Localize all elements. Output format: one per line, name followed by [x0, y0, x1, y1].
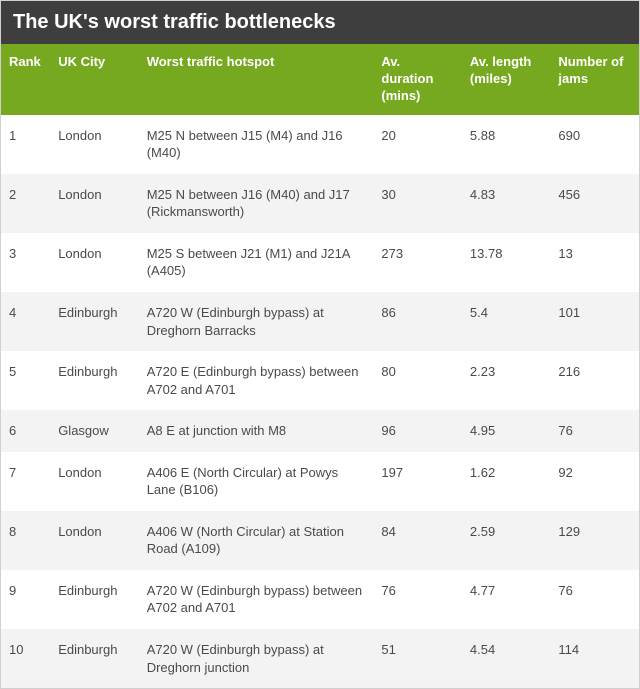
- cell-hotspot: A406 W (North Circular) at Station Road …: [139, 511, 374, 570]
- cell-rank: 10: [1, 629, 50, 688]
- cell-hotspot: M25 S between J21 (M1) and J21A (A405): [139, 233, 374, 292]
- cell-city: Edinburgh: [50, 629, 139, 688]
- cell-len: 5.88: [462, 115, 551, 174]
- cell-len: 13.78: [462, 233, 551, 292]
- cell-rank: 2: [1, 174, 50, 233]
- cell-city: Edinburgh: [50, 292, 139, 351]
- cell-jams: 456: [550, 174, 639, 233]
- cell-city: Edinburgh: [50, 351, 139, 410]
- cell-hotspot: M25 N between J16 (M40) and J17 (Rickman…: [139, 174, 374, 233]
- cell-rank: 4: [1, 292, 50, 351]
- cell-jams: 129: [550, 511, 639, 570]
- cell-len: 2.23: [462, 351, 551, 410]
- cell-dur: 96: [373, 410, 462, 452]
- cell-dur: 51: [373, 629, 462, 688]
- cell-city: London: [50, 452, 139, 511]
- cell-jams: 216: [550, 351, 639, 410]
- cell-hotspot: A720 E (Edinburgh bypass) between A702 a…: [139, 351, 374, 410]
- cell-rank: 3: [1, 233, 50, 292]
- cell-hotspot: A720 W (Edinburgh bypass) at Dreghorn Ba…: [139, 292, 374, 351]
- table-row: 8LondonA406 W (North Circular) at Statio…: [1, 511, 639, 570]
- cell-rank: 8: [1, 511, 50, 570]
- cell-jams: 76: [550, 570, 639, 629]
- cell-jams: 92: [550, 452, 639, 511]
- cell-city: London: [50, 174, 139, 233]
- cell-len: 4.83: [462, 174, 551, 233]
- col-header-city: UK City: [50, 44, 139, 115]
- cell-len: 5.4: [462, 292, 551, 351]
- cell-rank: 1: [1, 115, 50, 174]
- cell-hotspot: A8 E at junction with M8: [139, 410, 374, 452]
- col-header-duration: Av. duration (mins): [373, 44, 462, 115]
- cell-rank: 5: [1, 351, 50, 410]
- cell-rank: 7: [1, 452, 50, 511]
- col-header-hotspot: Worst traffic hotspot: [139, 44, 374, 115]
- cell-jams: 13: [550, 233, 639, 292]
- table-row: 2LondonM25 N between J16 (M40) and J17 (…: [1, 174, 639, 233]
- cell-dur: 80: [373, 351, 462, 410]
- cell-city: Glasgow: [50, 410, 139, 452]
- cell-jams: 690: [550, 115, 639, 174]
- header-row: Rank UK City Worst traffic hotspot Av. d…: [1, 44, 639, 115]
- table-row: 4EdinburghA720 W (Edinburgh bypass) at D…: [1, 292, 639, 351]
- cell-city: London: [50, 115, 139, 174]
- cell-rank: 6: [1, 410, 50, 452]
- cell-jams: 101: [550, 292, 639, 351]
- cell-dur: 84: [373, 511, 462, 570]
- cell-len: 4.54: [462, 629, 551, 688]
- cell-dur: 20: [373, 115, 462, 174]
- cell-len: 1.62: [462, 452, 551, 511]
- table-row: 6GlasgowA8 E at junction with M8964.9576: [1, 410, 639, 452]
- cell-len: 2.59: [462, 511, 551, 570]
- cell-hotspot: M25 N between J15 (M4) and J16 (M40): [139, 115, 374, 174]
- cell-dur: 76: [373, 570, 462, 629]
- table-row: 10EdinburghA720 W (Edinburgh bypass) at …: [1, 629, 639, 688]
- table-row: 5EdinburghA720 E (Edinburgh bypass) betw…: [1, 351, 639, 410]
- cell-dur: 86: [373, 292, 462, 351]
- col-header-length: Av. length (miles): [462, 44, 551, 115]
- cell-dur: 197: [373, 452, 462, 511]
- table-title: The UK's worst traffic bottlenecks: [1, 1, 639, 44]
- table-row: 1LondonM25 N between J15 (M4) and J16 (M…: [1, 115, 639, 174]
- table-row: 9EdinburghA720 W (Edinburgh bypass) betw…: [1, 570, 639, 629]
- bottlenecks-table: Rank UK City Worst traffic hotspot Av. d…: [1, 44, 639, 688]
- table-row: 3LondonM25 S between J21 (M1) and J21A (…: [1, 233, 639, 292]
- cell-dur: 273: [373, 233, 462, 292]
- cell-jams: 76: [550, 410, 639, 452]
- cell-city: London: [50, 511, 139, 570]
- cell-dur: 30: [373, 174, 462, 233]
- cell-city: London: [50, 233, 139, 292]
- table-row: 7LondonA406 E (North Circular) at Powys …: [1, 452, 639, 511]
- cell-hotspot: A720 W (Edinburgh bypass) at Dreghorn ju…: [139, 629, 374, 688]
- cell-len: 4.95: [462, 410, 551, 452]
- cell-len: 4.77: [462, 570, 551, 629]
- table-container: The UK's worst traffic bottlenecks Rank …: [0, 0, 640, 689]
- cell-hotspot: A406 E (North Circular) at Powys Lane (B…: [139, 452, 374, 511]
- col-header-jams: Number of jams: [550, 44, 639, 115]
- cell-rank: 9: [1, 570, 50, 629]
- cell-city: Edinburgh: [50, 570, 139, 629]
- table-body: 1LondonM25 N between J15 (M4) and J16 (M…: [1, 115, 639, 688]
- cell-jams: 114: [550, 629, 639, 688]
- cell-hotspot: A720 W (Edinburgh bypass) between A702 a…: [139, 570, 374, 629]
- col-header-rank: Rank: [1, 44, 50, 115]
